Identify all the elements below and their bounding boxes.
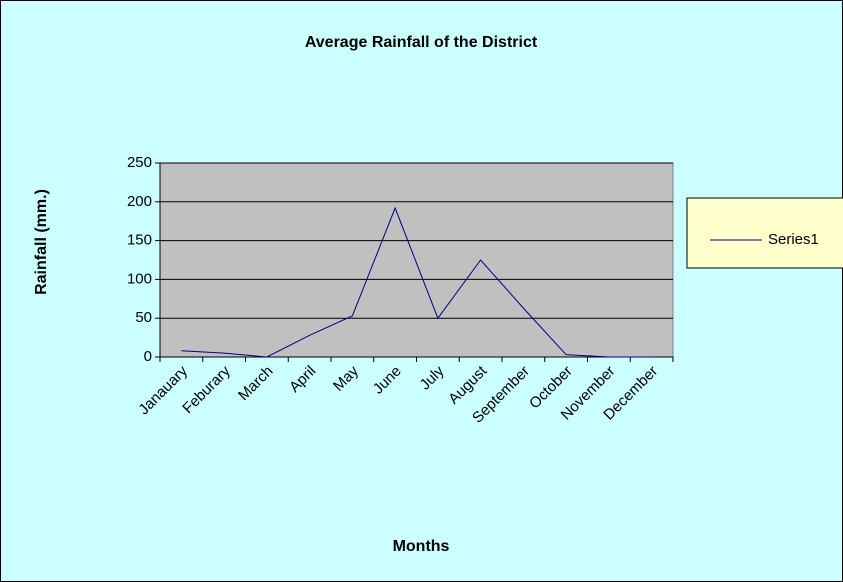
y-axis-label: Rainfall (mm.) (33, 189, 50, 295)
legend (686, 197, 843, 269)
line-series (181, 206, 652, 358)
legend-label: Series1 (768, 231, 819, 248)
y-tick-label: 250 (127, 154, 152, 171)
y-tick-label: 200 (127, 193, 152, 210)
y-tick-label: 50 (135, 309, 152, 326)
y-tick-label: 0 (144, 348, 152, 365)
y-tick-label: 100 (127, 270, 152, 287)
plot-area (159, 162, 674, 358)
x-axis-label: Months (393, 538, 450, 555)
y-tick-label: 150 (127, 232, 152, 249)
chart-title: Average Rainfall of the District (305, 34, 538, 51)
